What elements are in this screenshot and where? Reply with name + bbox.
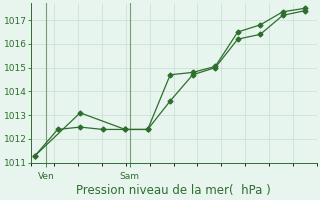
X-axis label: Pression niveau de la mer(  hPa ): Pression niveau de la mer( hPa ) (76, 184, 271, 197)
